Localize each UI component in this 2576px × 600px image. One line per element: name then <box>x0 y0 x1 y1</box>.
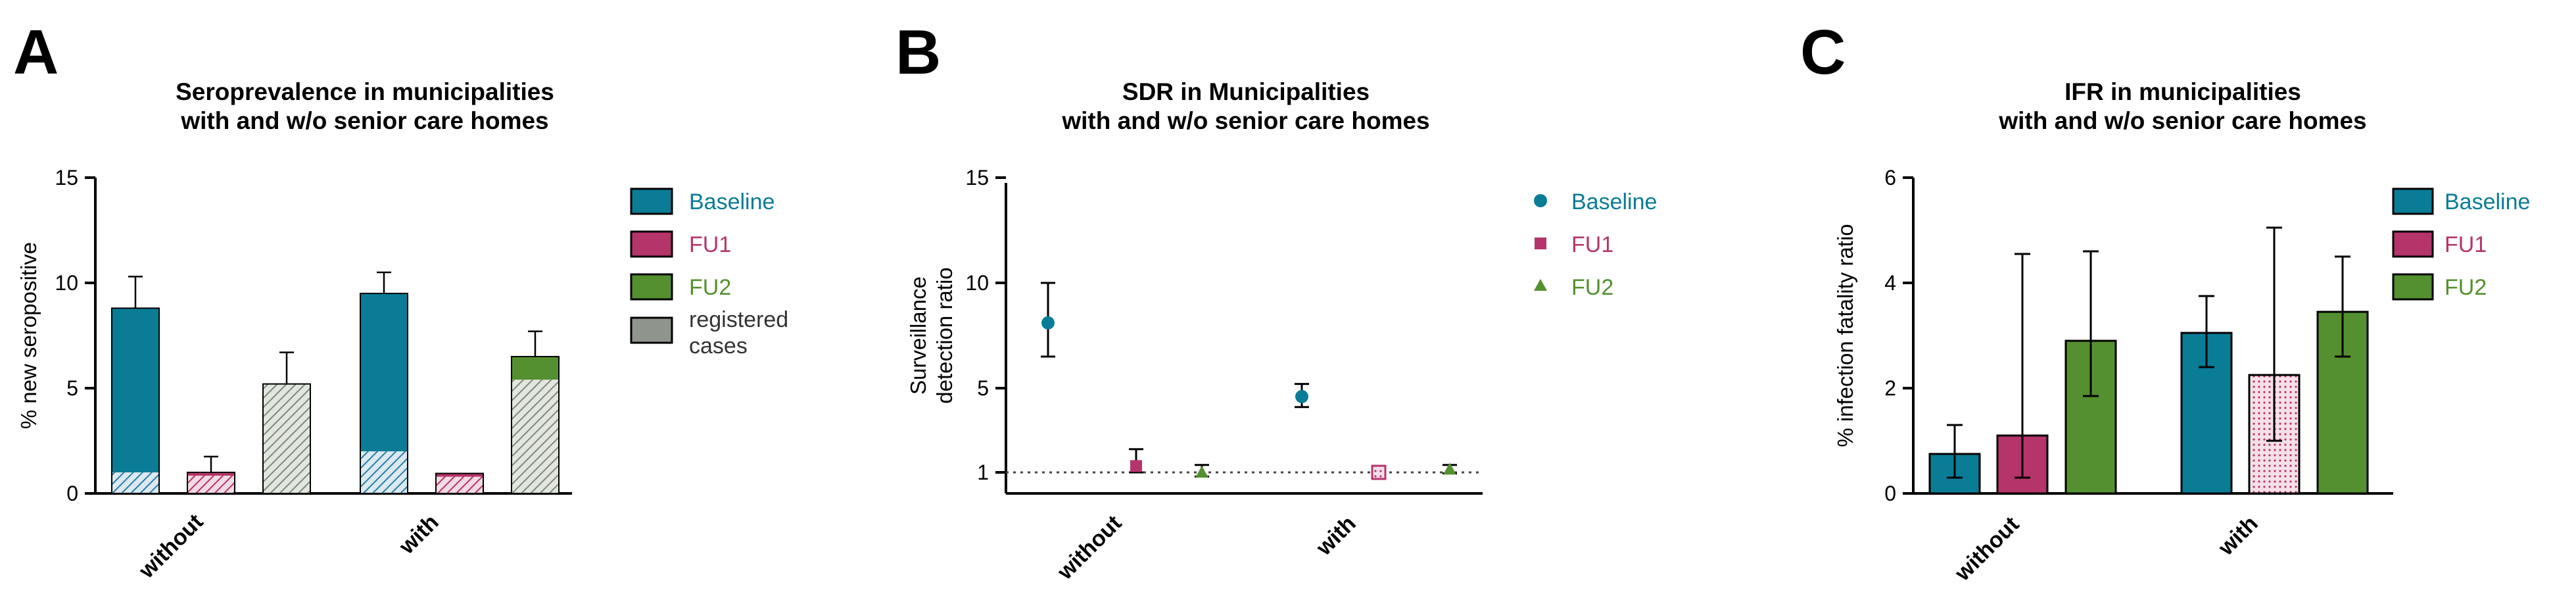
chart-b-point-fu2-without <box>1195 466 1208 478</box>
legend-a-swatch-fu2 <box>630 273 673 301</box>
chart-b-tick-label-15: 15 <box>965 166 989 189</box>
chart-a-bar-baseline-without-solid <box>112 308 159 472</box>
chart-a-ylabel: % new seropositive <box>16 242 41 429</box>
chart-a-tick-label-15: 15 <box>55 166 78 189</box>
chart-b-ylabel-line-2: detection ratio <box>932 267 957 403</box>
chart-b-tick-label-1: 1 <box>977 461 989 484</box>
chart-a-bar-baseline-without-hatched <box>112 472 159 493</box>
chart-b-ylabel-line-1: Surveillance <box>906 276 930 395</box>
chart-a-ticks: 0 5 10 15 <box>55 166 95 505</box>
chart-b-points <box>1041 282 1457 480</box>
legend-c-swatch-baseline <box>2392 188 2434 215</box>
chart-b-tick-label-5: 5 <box>977 376 989 400</box>
chart-a-legend: Baseline FU1 FU2 registered cases <box>630 188 788 359</box>
chart-b-title-line-1: SDR in Municipalities <box>1122 78 1370 105</box>
chart-b-point-fu1-without <box>1130 460 1142 472</box>
panel-b: B SDR in Municipalities with and w/o sen… <box>895 17 1657 585</box>
panel-letter-b: B <box>895 17 941 88</box>
legend-c-fu1: FU1 <box>2445 232 2487 257</box>
chart-a-bar-fu1-with-outline <box>435 472 484 494</box>
chart-b-point-fu2-with <box>1443 463 1456 475</box>
legend-c-swatch-fu1 <box>2392 230 2434 258</box>
chart-c-ylabel: % infection fatality ratio <box>1833 224 1857 447</box>
chart-a-bar-baseline-with-solid <box>360 293 408 451</box>
legend-a-cases: cases <box>689 334 748 359</box>
legend-c-baseline: Baseline <box>2445 189 2530 214</box>
chart-a-bar-fu1-without-hatched <box>187 472 235 493</box>
legend-a-swatch-baseline <box>630 188 673 215</box>
chart-b-xcat-with: with <box>1311 511 1361 561</box>
chart-a-bar-fu1-without-top <box>187 472 235 476</box>
chart-a-xcat-with: with <box>394 510 444 560</box>
chart-b-title-line-2: with and w/o senior care homes <box>1061 107 1429 134</box>
chart-c-tick-label-2: 2 <box>1884 376 1896 400</box>
chart-b-xcat-without: without <box>1052 511 1126 585</box>
chart-a-bar-fu2-without-hatched <box>263 384 310 493</box>
chart-b-tick-label-10: 10 <box>965 271 989 295</box>
chart-a-bars <box>111 271 560 494</box>
legend-b-baseline: Baseline <box>1571 189 1657 214</box>
chart-a-xcat-without: without <box>133 509 208 584</box>
legend-b-marker-fu2 <box>1534 279 1547 291</box>
chart-a-bar-fu1-with-top <box>436 473 483 477</box>
legend-b-fu2: FU2 <box>1571 275 1613 300</box>
chart-c-tick-label-6: 6 <box>1884 166 1896 189</box>
panel-a: A Seroprevalence in municipalities with … <box>13 17 788 584</box>
chart-b-point-baseline-without <box>1041 316 1055 330</box>
panel-letter-c: C <box>1800 17 1846 88</box>
legend-a-fu2: FU2 <box>689 275 731 300</box>
chart-a-title-line-2: with and w/o senior care homes <box>180 107 548 134</box>
chart-c-title-line-1: IFR in municipalities <box>2064 78 2301 105</box>
chart-c-xcat-with: with <box>2213 511 2263 561</box>
chart-a-tick-label-5: 5 <box>66 376 78 400</box>
legend-c-swatch-fu2 <box>2392 273 2434 301</box>
legend-a-swatch-fu1 <box>630 230 673 258</box>
chart-a-bar-fu2-with-solid <box>512 357 559 380</box>
chart-a-tick-label-0: 0 <box>66 482 78 505</box>
legend-c-fu2: FU2 <box>2445 275 2487 300</box>
panel-c: C IFR in municipalities with and w/o sen… <box>1800 17 2530 586</box>
legend-b-marker-baseline <box>1534 194 1547 207</box>
chart-b-point-fu1-with <box>1371 464 1387 480</box>
chart-c-tick-label-0: 0 <box>1884 482 1896 505</box>
legend-b-marker-fu1 <box>1535 238 1546 249</box>
chart-c-tick-label-4: 4 <box>1884 271 1896 295</box>
chart-b-point-baseline-with <box>1295 389 1308 403</box>
chart-b-legend: Baseline FU1 FU2 <box>1534 189 1657 300</box>
chart-c-xcat-without: without <box>1949 512 2024 586</box>
legend-b-fu1: FU1 <box>1571 232 1613 257</box>
legend-a-registered: registered <box>689 307 788 332</box>
chart-a-bar-baseline-with-hatched <box>360 451 408 493</box>
panel-letter-a: A <box>13 17 59 88</box>
chart-c-title-line-2: with and w/o senior care homes <box>1998 107 2366 134</box>
chart-a-bar-fu2-with-hatched <box>512 380 559 493</box>
chart-a-title-line-1: Seroprevalence in municipalities <box>176 78 554 105</box>
legend-a-fu1: FU1 <box>689 232 731 257</box>
chart-a-tick-label-10: 10 <box>55 271 78 295</box>
legend-a-swatch-registered <box>630 316 673 344</box>
chart-c-ticks: 0 2 4 6 <box>1884 166 1913 505</box>
chart-a-bar-fu1-with-hatched <box>436 473 483 493</box>
chart-c-bars <box>1928 226 2369 495</box>
chart-c-legend: Baseline FU1 FU2 <box>2392 188 2530 301</box>
legend-a-baseline: Baseline <box>689 189 775 214</box>
